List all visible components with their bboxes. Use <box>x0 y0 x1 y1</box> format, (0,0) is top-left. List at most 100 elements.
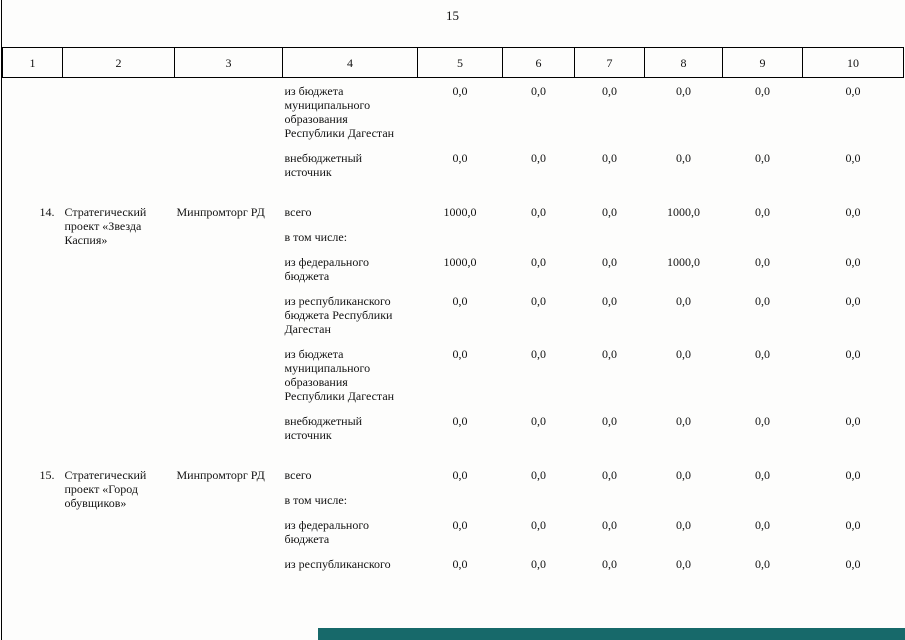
item-name: Стратегический проект «Звезда Каспия» <box>64 205 147 247</box>
value-cell <box>418 493 904 518</box>
value-cell: 0,0 <box>531 84 546 98</box>
value-cell: 0,0 <box>755 294 770 308</box>
value-cell: 0,0 <box>531 255 546 269</box>
value-cell: 0,0 <box>531 557 546 571</box>
value-cell: 0,0 <box>676 468 691 482</box>
table-row: из бюджета муниципального образования Ре… <box>3 78 904 152</box>
item-number: 15. <box>39 468 55 482</box>
row-label: из республиканского бюджета Республики Д… <box>284 294 393 336</box>
row-label: из бюджета муниципального образования Ре… <box>284 347 395 403</box>
item-name: Стратегический проект «Город обувщиков» <box>64 468 147 510</box>
table-row: из республиканского 0,0 0,0 0,0 0,0 0,0 … <box>3 557 904 582</box>
row-label: в том числе: <box>284 493 348 507</box>
value-cell: 0,0 <box>755 151 770 165</box>
value-cell: 0,0 <box>602 84 617 98</box>
column-header-3: 3 <box>174 47 283 78</box>
value-cell: 0,0 <box>845 151 861 165</box>
row-label: из бюджета муниципального образования Ре… <box>284 84 395 140</box>
value-cell: 0,0 <box>452 557 468 571</box>
value-cell: 0,0 <box>755 347 770 361</box>
value-cell: 0,0 <box>531 414 546 428</box>
value-cell: 0,0 <box>452 414 468 428</box>
column-header-6: 6 <box>502 47 575 78</box>
value-cell <box>418 230 904 255</box>
value-cell: 0,0 <box>845 84 861 98</box>
value-cell: 0,0 <box>452 151 468 165</box>
value-cell: 0,0 <box>676 84 691 98</box>
page-number: 15 <box>446 8 459 23</box>
value-cell: 0,0 <box>452 347 468 361</box>
row-label: из федерального бюджета <box>284 255 369 283</box>
value-cell: 1000,0 <box>443 255 477 269</box>
value-cell: 0,0 <box>676 347 691 361</box>
item-name <box>63 78 175 191</box>
value-cell: 0,0 <box>602 468 617 482</box>
column-header-8: 8 <box>644 47 723 78</box>
value-cell: 0,0 <box>531 347 546 361</box>
value-cell: 1000,0 <box>443 205 477 219</box>
value-cell: 0,0 <box>676 151 691 165</box>
footer-taskbar-strip <box>318 628 905 640</box>
page-left-border-line <box>1 0 2 640</box>
value-cell: 0,0 <box>452 468 468 482</box>
item-number: 14. <box>39 205 55 219</box>
row-label: внебюджетный источник <box>284 151 363 179</box>
table-row: внебюджетный источник 0,0 0,0 0,0 0,0 0,… <box>3 414 904 453</box>
value-cell: 0,0 <box>845 255 861 269</box>
value-cell: 0,0 <box>755 414 770 428</box>
column-header-2: 2 <box>62 47 175 78</box>
value-cell: 0,0 <box>531 151 546 165</box>
row-label: всего <box>284 468 312 482</box>
table-row: в том числе: <box>3 230 904 255</box>
value-cell: 0,0 <box>602 151 617 165</box>
value-cell: 0,0 <box>452 84 468 98</box>
value-cell: 0,0 <box>602 557 617 571</box>
table-row: из федерального бюджета 0,0 0,0 0,0 0,0 … <box>3 518 904 557</box>
value-cell: 0,0 <box>845 557 861 571</box>
column-header-4: 4 <box>282 47 418 78</box>
value-cell: 0,0 <box>531 468 546 482</box>
value-cell: 0,0 <box>845 347 861 361</box>
value-cell: 0,0 <box>755 518 770 532</box>
value-cell: 0,0 <box>602 294 617 308</box>
item-agency <box>175 78 283 191</box>
value-cell: 0,0 <box>531 518 546 532</box>
row-label: из республиканского <box>284 557 391 571</box>
value-cell: 0,0 <box>845 294 861 308</box>
value-cell: 0,0 <box>755 84 770 98</box>
item-agency: Минпромторг РД <box>176 205 265 219</box>
value-cell: 0,0 <box>531 205 546 219</box>
value-cell: 0,0 <box>602 255 617 269</box>
value-cell: 0,0 <box>452 294 468 308</box>
item-number <box>3 78 63 191</box>
value-cell: 0,0 <box>676 557 691 571</box>
value-cell: 0,0 <box>755 255 770 269</box>
column-header-9: 9 <box>722 47 803 78</box>
table-header-row: 1 2 3 4 5 6 7 8 9 10 <box>2 47 904 78</box>
table-row: 15. Стратегический проект «Город обувщик… <box>3 453 904 510</box>
item-agency: Минпромторг РД <box>176 468 265 482</box>
value-cell: 0,0 <box>602 347 617 361</box>
row-label: внебюджетный источник <box>284 414 363 442</box>
column-header-7: 7 <box>574 47 645 78</box>
value-cell: 0,0 <box>602 205 617 219</box>
value-cell: 0,0 <box>755 205 770 219</box>
table-row: 14. Стратегический проект «Звезда Каспия… <box>3 190 904 247</box>
value-cell: 1000,0 <box>667 255 700 269</box>
value-cell: 0,0 <box>845 468 861 482</box>
value-cell: 0,0 <box>676 414 691 428</box>
value-cell: 0,0 <box>602 414 617 428</box>
value-cell: 0,0 <box>845 205 861 219</box>
value-cell: 0,0 <box>452 518 468 532</box>
table-row: в том числе: <box>3 493 904 518</box>
table-row: из бюджета муниципального образования Ре… <box>3 347 904 414</box>
value-cell: 0,0 <box>676 294 691 308</box>
value-cell: 0,0 <box>531 294 546 308</box>
budget-table: 1 2 3 4 5 6 7 8 9 10 из бюджета муниципа… <box>2 47 904 582</box>
value-cell: 0,0 <box>845 414 861 428</box>
table-row: из республиканского бюджета Республики Д… <box>3 294 904 347</box>
value-cell: 0,0 <box>755 557 770 571</box>
column-header-5: 5 <box>417 47 503 78</box>
table-row: внебюджетный источник 0,0 0,0 0,0 0,0 0,… <box>3 151 904 190</box>
